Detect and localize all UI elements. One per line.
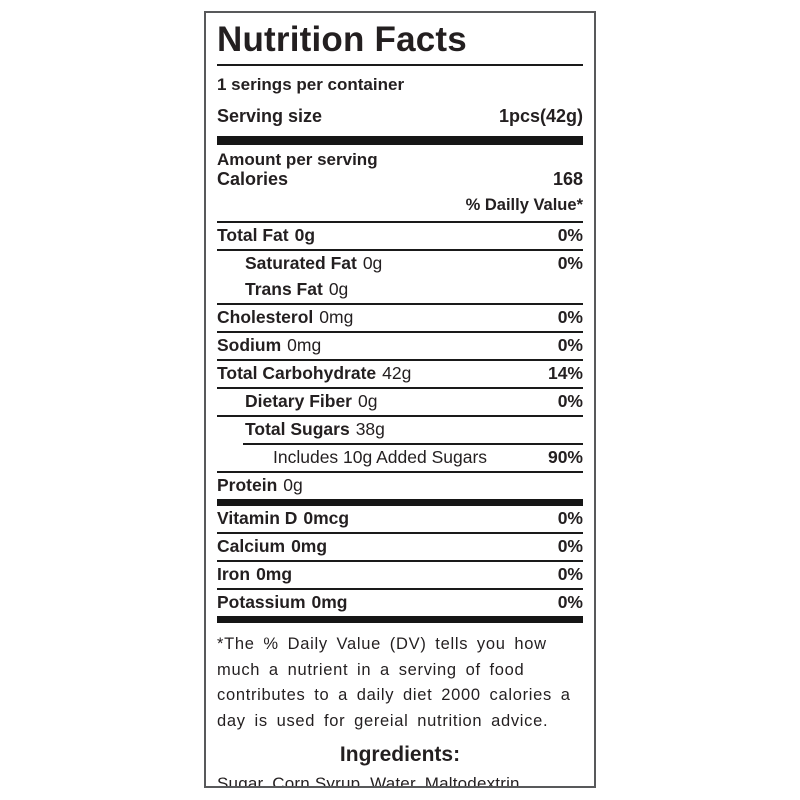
separator-line: [217, 330, 583, 333]
nutrient-daily-value: 0%: [557, 508, 583, 529]
separator-line: [217, 498, 583, 506]
nutrient-name: Calcium: [217, 536, 286, 557]
nutrient-name: Saturated Fat: [245, 253, 357, 274]
nutrient-amount: 0mg: [311, 592, 348, 613]
nutrient-name: Protein: [217, 475, 278, 496]
nutrient-daily-value: 0%: [557, 391, 583, 412]
ingredients-heading: Ingredients:: [339, 743, 461, 767]
nutrient-name: Total Carbohydrate: [217, 363, 377, 384]
nutrient-amount: 0g: [362, 253, 383, 274]
nutrient-daily-value: 0%: [557, 225, 583, 246]
nutrient-name: Iron: [217, 564, 251, 585]
nutrient-daily-value: 0%: [557, 335, 583, 356]
nutrient-row: Iron 0mg 0%: [217, 562, 583, 588]
footnote-line: contributes to a daily diet 2000 calorie…: [217, 686, 571, 705]
nutrient-amount: 0mg: [319, 307, 354, 328]
daily-value-header: % Dailly Value*: [217, 190, 583, 223]
nutrient-row: Calcium 0mg 0%: [217, 534, 583, 560]
separator-line: [217, 470, 583, 473]
nutrient-row: Total Carbohydrate 42g 14%: [217, 361, 583, 387]
calories-label: Calories: [217, 169, 289, 190]
nutrient-row: Includes 10g Added Sugars 90%: [217, 445, 583, 471]
separator-line: [217, 531, 583, 534]
nutrient-daily-value: 14%: [547, 363, 583, 384]
footnote-line: day is used for gereial nutrition advice…: [217, 711, 549, 730]
calories-value: 168: [552, 169, 583, 190]
footnote-line: *The % Daily Value (DV) tells you how: [217, 634, 547, 653]
separator-line: [217, 587, 583, 590]
nutrient-daily-value: 0%: [557, 564, 583, 585]
separator-line: [217, 358, 583, 361]
daily-value-footnote: *The % Daily Value (DV) tells you how mu…: [217, 632, 583, 734]
nutrient-row: Protein 0g: [217, 473, 583, 499]
serving-size-label: Serving size: [217, 105, 323, 126]
nutrient-name: Dietary Fiber: [245, 391, 352, 412]
separator-line: [217, 414, 583, 417]
separator-line: [243, 442, 583, 445]
nutrient-row: Dietary Fiber 0g 0%: [217, 389, 583, 415]
nutrient-row: Total Sugars 38g: [217, 417, 583, 443]
nutrient-amount: 0g: [328, 279, 349, 300]
nutrient-name: Total Fat: [217, 225, 289, 246]
nutrient-name: Includes 10g Added Sugars: [273, 447, 488, 468]
nutrient-row: Cholesterol 0mg 0%: [217, 305, 583, 331]
nutrient-daily-value: 90%: [547, 447, 583, 468]
nutrient-row: Vitamin D 0mcg 0%: [217, 506, 583, 532]
nutrient-daily-value: 0%: [557, 307, 583, 328]
nutrient-name: Vitamin D: [217, 508, 298, 529]
nutrient-daily-value: 0%: [557, 253, 583, 274]
nutrient-daily-value: 0%: [557, 536, 583, 557]
nutrient-name: Potassium: [217, 592, 306, 613]
ingredients-line: Sugar, Corn Syrup, Water, Maltodextrin,: [217, 774, 525, 788]
nutrient-daily-value: 0%: [557, 592, 583, 613]
nutrient-amount: 42g: [382, 363, 412, 384]
amount-per-serving-label: Amount per serving: [217, 149, 378, 169]
nutrient-row: Saturated Fat 0g 0%: [217, 251, 583, 277]
footnote-line: much a nutrient in a serving of food: [217, 660, 525, 679]
nutrient-amount: 0g: [294, 225, 316, 246]
nutrient-amount: 0g: [357, 391, 378, 412]
thick-divider-bar: [217, 135, 583, 145]
nutrient-row: Potassium 0mg 0%: [217, 590, 583, 616]
separator-line: [217, 559, 583, 562]
servings-per-container: 1 serings per container: [217, 74, 405, 94]
serving-size-value: 1pcs(42g): [498, 105, 583, 126]
separator-line: [217, 302, 583, 305]
label-title: Nutrition Facts: [217, 20, 467, 59]
nutrient-row: Sodium 0mg 0%: [217, 333, 583, 359]
nutrient-row: Trans Fat 0g: [217, 277, 583, 303]
separator-line: [217, 386, 583, 389]
nutrient-name: Sodium: [217, 335, 282, 356]
calories-row: Calories 168: [217, 169, 583, 190]
nutrient-row: Total Fat 0g 0%: [217, 223, 583, 249]
nutrient-amount: 38g: [355, 419, 385, 440]
nutrient-name: Total Sugars: [245, 419, 350, 440]
nutrient-amount: 0g: [283, 475, 303, 496]
nutrient-name: Trans Fat: [245, 279, 323, 300]
ingredients-list: Sugar, Corn Syrup, Water, Maltodextrin, …: [217, 772, 583, 788]
thick-divider-bar: [217, 615, 583, 623]
nutrient-amount: 0mg: [291, 536, 328, 557]
title-separator-line: [217, 63, 583, 66]
separator-line: [217, 248, 583, 251]
nutrient-rows-container: Total Fat 0g 0% Saturated Fat 0g 0% Trans Fat 0…: [217, 223, 583, 616]
serving-size-row: Serving size 1pcs(42g): [217, 106, 583, 127]
nutrition-facts-label: Nutrition Facts 1 serings per container …: [204, 11, 596, 788]
nutrient-name: Cholesterol: [217, 307, 314, 328]
nutrient-amount: 0mg: [256, 564, 293, 585]
nutrient-amount: 0mg: [287, 335, 322, 356]
nutrient-amount: 0mcg: [303, 508, 350, 529]
